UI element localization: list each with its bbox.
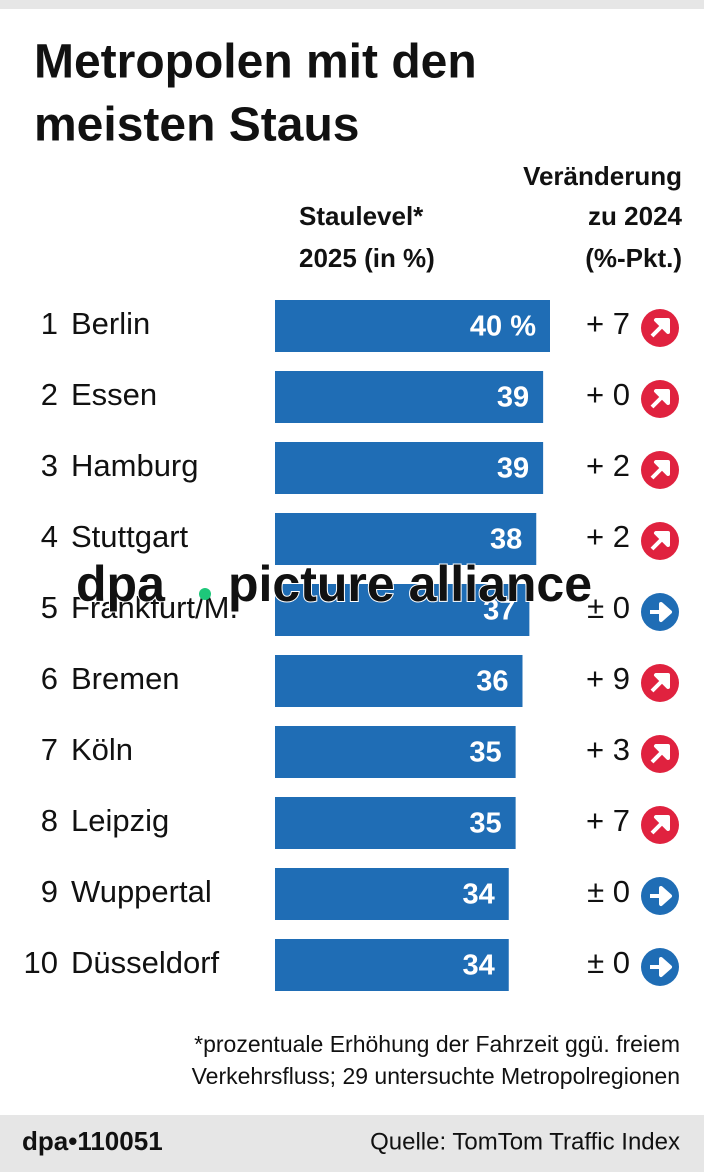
chart-title: meisten Staus [34, 99, 359, 152]
rank: 6 [41, 661, 58, 696]
trend-arrow [650, 957, 672, 977]
trend-arrow [650, 602, 672, 622]
rank: 7 [41, 732, 58, 767]
chart-title: Metropolen mit den [34, 36, 477, 89]
change-label: + 7 [586, 803, 630, 838]
footnote: Verkehrsfluss; 29 untersuchte Metropolre… [192, 1063, 680, 1089]
footer-band [0, 1115, 704, 1172]
column-header: Veränderung [523, 161, 682, 191]
graphic-id: dpa•110051 [22, 1126, 163, 1156]
watermark: dpa [76, 556, 166, 612]
top-strip [0, 0, 704, 9]
column-header: Staulevel* [299, 201, 424, 231]
bar [275, 655, 523, 707]
value-label: 36 [476, 666, 508, 698]
value-label: 34 [462, 879, 494, 911]
trend-arrow [650, 460, 670, 480]
value-label: 40 % [470, 311, 536, 343]
category-label: Essen [71, 377, 157, 412]
rank: 2 [41, 377, 58, 412]
footnote: *prozentuale Erhöhung der Fahrzeit ggü. … [194, 1031, 680, 1057]
trend-arrow [650, 318, 670, 338]
bar [275, 300, 550, 352]
category-label: Stuttgart [71, 519, 189, 554]
watermark: picture alliance [228, 556, 592, 612]
change-label: + 2 [586, 519, 630, 554]
value-label: 35 [469, 808, 501, 840]
bar [275, 371, 544, 423]
column-header: 2025 (in %) [299, 243, 435, 273]
value-label: 35 [469, 737, 501, 769]
bar [275, 868, 509, 920]
column-header: (%-Pkt.) [585, 243, 682, 273]
value-label: 39 [497, 382, 529, 414]
trend-arrow [650, 389, 670, 409]
bar [275, 513, 537, 565]
change-label: + 9 [586, 661, 630, 696]
value-label: 34 [462, 950, 494, 982]
trend-arrow [650, 673, 670, 693]
change-label: + 0 [586, 377, 630, 412]
trend-arrow [650, 815, 670, 835]
change-label: ± 0 [587, 590, 630, 625]
bar [275, 442, 544, 494]
bar [275, 584, 530, 636]
category-label: Wuppertal [71, 874, 212, 909]
rank: 4 [41, 519, 58, 554]
trend-arrow [650, 744, 670, 764]
rank: 3 [41, 448, 58, 483]
source: Quelle: TomTom Traffic Index [370, 1128, 680, 1155]
value-label: 39 [497, 453, 529, 485]
category-label: Bremen [71, 661, 180, 696]
category-label: Leipzig [71, 803, 169, 838]
bar [275, 797, 516, 849]
value-label: 38 [490, 524, 522, 556]
rank: 5 [41, 590, 58, 625]
rank: 10 [24, 945, 58, 980]
category-label: Hamburg [71, 448, 199, 483]
trend-arrow [650, 886, 672, 906]
trend-arrow [650, 531, 670, 551]
change-label: + 7 [586, 306, 630, 341]
column-header: zu 2024 [588, 201, 682, 231]
watermark-dot [199, 588, 211, 600]
change-label: ± 0 [587, 874, 630, 909]
category-label: Berlin [71, 306, 150, 341]
bar [275, 726, 516, 778]
rank: 8 [41, 803, 58, 838]
change-label: ± 0 [587, 945, 630, 980]
rank: 1 [41, 306, 58, 341]
category-label: Düsseldorf [71, 945, 220, 980]
rank: 9 [41, 874, 58, 909]
value-label: 37 [483, 595, 515, 627]
category-label: Köln [71, 732, 133, 767]
change-label: + 2 [586, 448, 630, 483]
change-label: + 3 [586, 732, 630, 767]
bar [275, 939, 509, 991]
